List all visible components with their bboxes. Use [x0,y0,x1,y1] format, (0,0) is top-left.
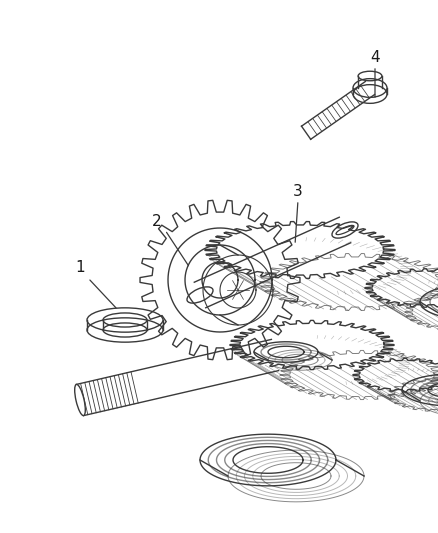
Text: 2: 2 [152,214,162,230]
Text: 1: 1 [75,261,85,276]
Text: 4: 4 [370,50,380,64]
Ellipse shape [75,384,85,416]
Text: 3: 3 [293,184,303,199]
